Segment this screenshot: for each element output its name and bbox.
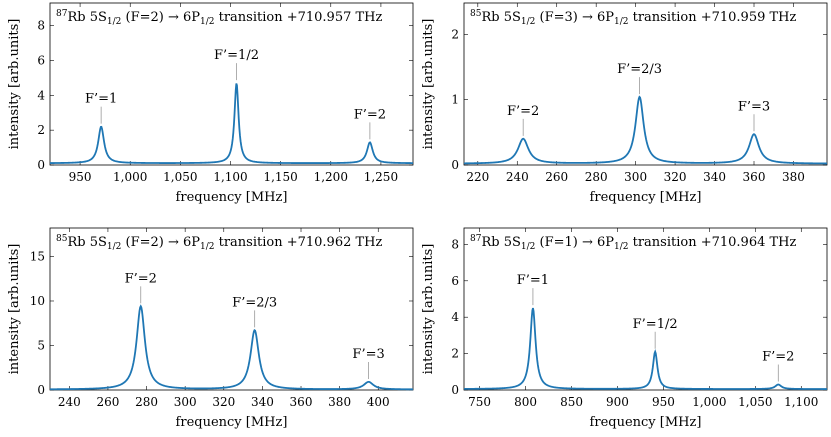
y-tick-label: 4 [451, 310, 459, 324]
x-tick-label: 1,250 [364, 170, 398, 184]
x-tick-label: 300 [174, 395, 197, 409]
x-tick-label: 1,000 [113, 170, 147, 184]
y-tick-label: 5 [37, 338, 45, 352]
plot-frame [49, 2, 414, 166]
x-tick-label: 1,100 [784, 395, 818, 409]
x-tick-label: 280 [135, 395, 158, 409]
y-tick-label: 10 [30, 294, 45, 308]
y-tick-label: 8 [37, 19, 45, 33]
plot-frame [49, 227, 414, 391]
y-tick-label: 6 [37, 53, 45, 67]
x-tick-label: 1,100 [213, 170, 247, 184]
plot-frame [463, 2, 828, 166]
chart-panel-2: 220 240 260 280 300 320 340 360 380 0 1 2 frequency … [421, 2, 828, 205]
spectrum-line [50, 83, 413, 165]
y-axis-label: intensity [arb.units] [7, 244, 22, 375]
y-tick-label: 0 [37, 158, 45, 172]
x-tick-label: 240 [506, 170, 529, 184]
y-axis-label: intensity [arb.units] [7, 19, 22, 150]
chart-panel-3: 240 260 280 300 320 340 360 380 400 0 5 10 15 frequen… [7, 227, 414, 430]
peak-label: F’=2 [507, 104, 539, 119]
chart-title: 85Rb 5S1/2 (F=2) → 6P1/2 transition +710… [56, 234, 383, 252]
chart-panel-4: 750 800 850 900 950 1,000 1,050 1,100 0 2 4 6 8 frequ… [421, 227, 828, 430]
y-tick-label: 0 [451, 158, 459, 172]
peak-label: F’=2 [354, 107, 386, 122]
peak-label: F’=1 [517, 273, 549, 288]
x-tick-label: 320 [212, 395, 235, 409]
peak-label: F’=2/3 [232, 295, 277, 310]
x-tick-label: 260 [96, 395, 119, 409]
peak-label: F’=3 [738, 99, 770, 114]
x-axis-label: frequency [MHz] [176, 190, 288, 205]
y-tick-label: 0 [451, 383, 459, 397]
y-axis-label: intensity [arb.units] [421, 244, 436, 375]
x-tick-label: 850 [560, 395, 583, 409]
y-tick-label: 2 [451, 27, 459, 41]
y-axis-label: intensity [arb.units] [421, 19, 436, 150]
x-tick-label: 340 [703, 170, 726, 184]
spectrum-line [50, 304, 413, 391]
x-tick-label: 1,000 [692, 395, 726, 409]
y-tick-label: 1 [451, 93, 459, 107]
y-tick-label: 6 [451, 274, 459, 288]
x-tick-label: 1,050 [738, 395, 772, 409]
x-tick-label: 900 [606, 395, 629, 409]
x-axis-label: frequency [MHz] [176, 415, 288, 430]
spectrum-line [463, 307, 827, 390]
y-tick-label: 8 [451, 237, 459, 251]
plot-frame [463, 227, 828, 391]
x-tick-label: 400 [367, 395, 390, 409]
x-tick-label: 380 [328, 395, 351, 409]
x-tick-label: 320 [664, 170, 687, 184]
x-tick-label: 380 [782, 170, 805, 184]
x-tick-label: 1,200 [314, 170, 348, 184]
x-tick-label: 1,050 [163, 170, 197, 184]
x-tick-label: 280 [585, 170, 608, 184]
peak-label: F’=2 [125, 271, 157, 286]
x-tick-label: 220 [466, 170, 489, 184]
y-tick-label: 4 [37, 88, 45, 102]
peak-label: F’=1/2 [214, 48, 259, 63]
y-tick-label: 2 [451, 347, 459, 361]
x-tick-label: 360 [290, 395, 313, 409]
x-tick-label: 950 [652, 395, 675, 409]
peak-label: F’=2 [762, 350, 794, 365]
x-tick-label: 240 [58, 395, 81, 409]
x-tick-label: 260 [545, 170, 568, 184]
x-axis-label: frequency [MHz] [590, 415, 702, 430]
chart-title: 85Rb 5S1/2 (F=3) → 6P1/2 transition +710… [470, 9, 797, 27]
chart-panel-1: 950 1,000 1,050 1,100 1,150 1,200 1,250 0 2 4 6 8 fr… [7, 2, 414, 205]
spectrum-line [463, 95, 827, 165]
x-tick-label: 360 [743, 170, 766, 184]
y-tick-label: 15 [30, 249, 45, 263]
peak-label: F’=3 [352, 347, 384, 362]
peak-label: F’=1/2 [633, 317, 678, 332]
chart-title: 87Rb 5S1/2 (F=1) → 6P1/2 transition +710… [470, 234, 797, 252]
x-tick-label: 800 [514, 395, 537, 409]
y-tick-label: 2 [37, 123, 45, 137]
peak-label: F’=2/3 [617, 62, 662, 77]
x-axis-label: frequency [MHz] [590, 190, 702, 205]
x-tick-label: 300 [624, 170, 647, 184]
x-tick-label: 1,150 [263, 170, 297, 184]
x-tick-label: 750 [468, 395, 491, 409]
x-tick-label: 950 [69, 170, 92, 184]
peak-label: F’=1 [85, 92, 117, 107]
x-tick-label: 340 [251, 395, 274, 409]
chart-title: 87Rb 5S1/2 (F=2) → 6P1/2 transition +710… [56, 9, 383, 27]
y-tick-label: 0 [37, 383, 45, 397]
